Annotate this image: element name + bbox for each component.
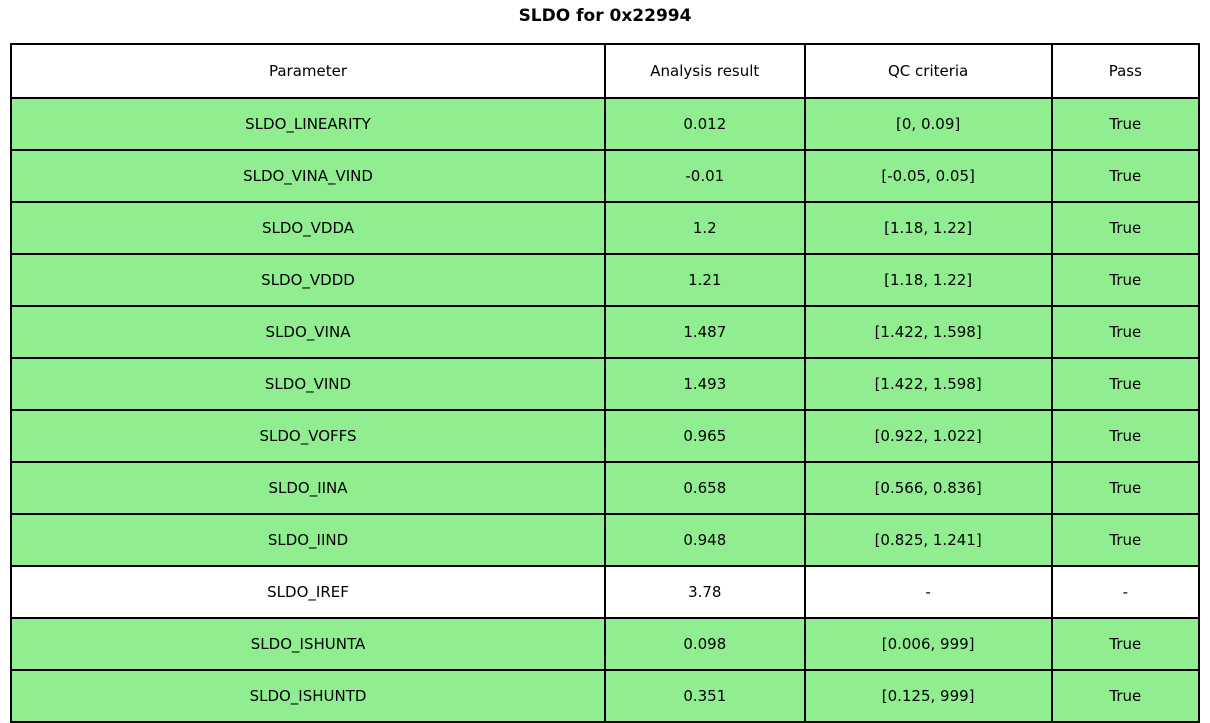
result-cell: 0.012 [604,97,806,151]
criteria-cell: [1.422, 1.598] [803,305,1053,359]
result-cell: 1.21 [604,253,806,307]
result-cell: 1.493 [604,357,806,411]
pass-cell: True [1050,305,1201,359]
column-header-qc-criteria: QC criteria [803,43,1053,99]
column-header-parameter: Parameter [10,43,606,99]
parameter-cell: SLDO_VINA_VIND [10,149,606,203]
parameter-cell: SLDO_IIND [10,513,606,567]
pass-cell: True [1050,617,1201,671]
table-row: SLDO_VIND 1.493 [1.422, 1.598] True [10,357,1201,411]
parameter-cell: SLDO_IINA [10,461,606,515]
result-cell: 0.965 [604,409,806,463]
parameter-cell: SLDO_ISHUNTA [10,617,606,671]
result-cell: 0.098 [604,617,806,671]
table-row: SLDO_IREF 3.78 - - [10,565,1201,619]
criteria-cell: [1.18, 1.22] [803,253,1053,307]
table-row: SLDO_VDDA 1.2 [1.18, 1.22] True [10,201,1201,255]
criteria-cell: [1.18, 1.22] [803,201,1053,255]
table-row: SLDO_IINA 0.658 [0.566, 0.836] True [10,461,1201,515]
parameter-cell: SLDO_LINEARITY [10,97,606,151]
table-row: SLDO_VINA_VIND -0.01 [-0.05, 0.05] True [10,149,1201,203]
pass-cell: True [1050,409,1201,463]
parameter-cell: SLDO_VOFFS [10,409,606,463]
pass-cell: True [1050,253,1201,307]
criteria-cell: [0.006, 999] [803,617,1053,671]
criteria-cell: [1.422, 1.598] [803,357,1053,411]
result-cell: 1.2 [604,201,806,255]
column-header-pass: Pass [1050,43,1201,99]
criteria-cell: [0.566, 0.836] [803,461,1053,515]
pass-cell: True [1050,201,1201,255]
column-header-analysis-result: Analysis result [604,43,806,99]
table-row: SLDO_ISHUNTA 0.098 [0.006, 999] True [10,617,1201,671]
parameter-cell: SLDO_IREF [10,565,606,619]
qc-results-table: Parameter Analysis result QC criteria Pa… [10,43,1201,723]
table-body: SLDO_LINEARITY 0.012 [0, 0.09] True SLDO… [10,97,1201,723]
result-cell: 0.351 [604,669,806,723]
pass-cell: True [1050,513,1201,567]
result-cell: 0.658 [604,461,806,515]
criteria-cell: [0.125, 999] [803,669,1053,723]
result-cell: -0.01 [604,149,806,203]
result-cell: 3.78 [604,565,806,619]
table-row: SLDO_VINA 1.487 [1.422, 1.598] True [10,305,1201,359]
criteria-cell: [0.825, 1.241] [803,513,1053,567]
table-row: SLDO_ISHUNTD 0.351 [0.125, 999] True [10,669,1201,723]
parameter-cell: SLDO_VIND [10,357,606,411]
criteria-cell: [0.922, 1.022] [803,409,1053,463]
result-cell: 0.948 [604,513,806,567]
parameter-cell: SLDO_ISHUNTD [10,669,606,723]
result-cell: 1.487 [604,305,806,359]
criteria-cell: [-0.05, 0.05] [803,149,1053,203]
pass-cell: True [1050,97,1201,151]
parameter-cell: SLDO_VDDA [10,201,606,255]
table-row: SLDO_LINEARITY 0.012 [0, 0.09] True [10,97,1201,151]
page-title: SLDO for 0x22994 [518,6,692,26]
table-row: SLDO_VOFFS 0.965 [0.922, 1.022] True [10,409,1201,463]
parameter-cell: SLDO_VINA [10,305,606,359]
table-row: SLDO_VDDD 1.21 [1.18, 1.22] True [10,253,1201,307]
pass-cell: True [1050,357,1201,411]
table-header: Parameter Analysis result QC criteria Pa… [10,43,1201,99]
pass-cell: True [1050,461,1201,515]
pass-cell: - [1050,565,1201,619]
criteria-cell: - [803,565,1053,619]
parameter-cell: SLDO_VDDD [10,253,606,307]
table-row: SLDO_IIND 0.948 [0.825, 1.241] True [10,513,1201,567]
header-row: Parameter Analysis result QC criteria Pa… [10,43,1201,99]
criteria-cell: [0, 0.09] [803,97,1053,151]
pass-cell: True [1050,149,1201,203]
pass-cell: True [1050,669,1201,723]
